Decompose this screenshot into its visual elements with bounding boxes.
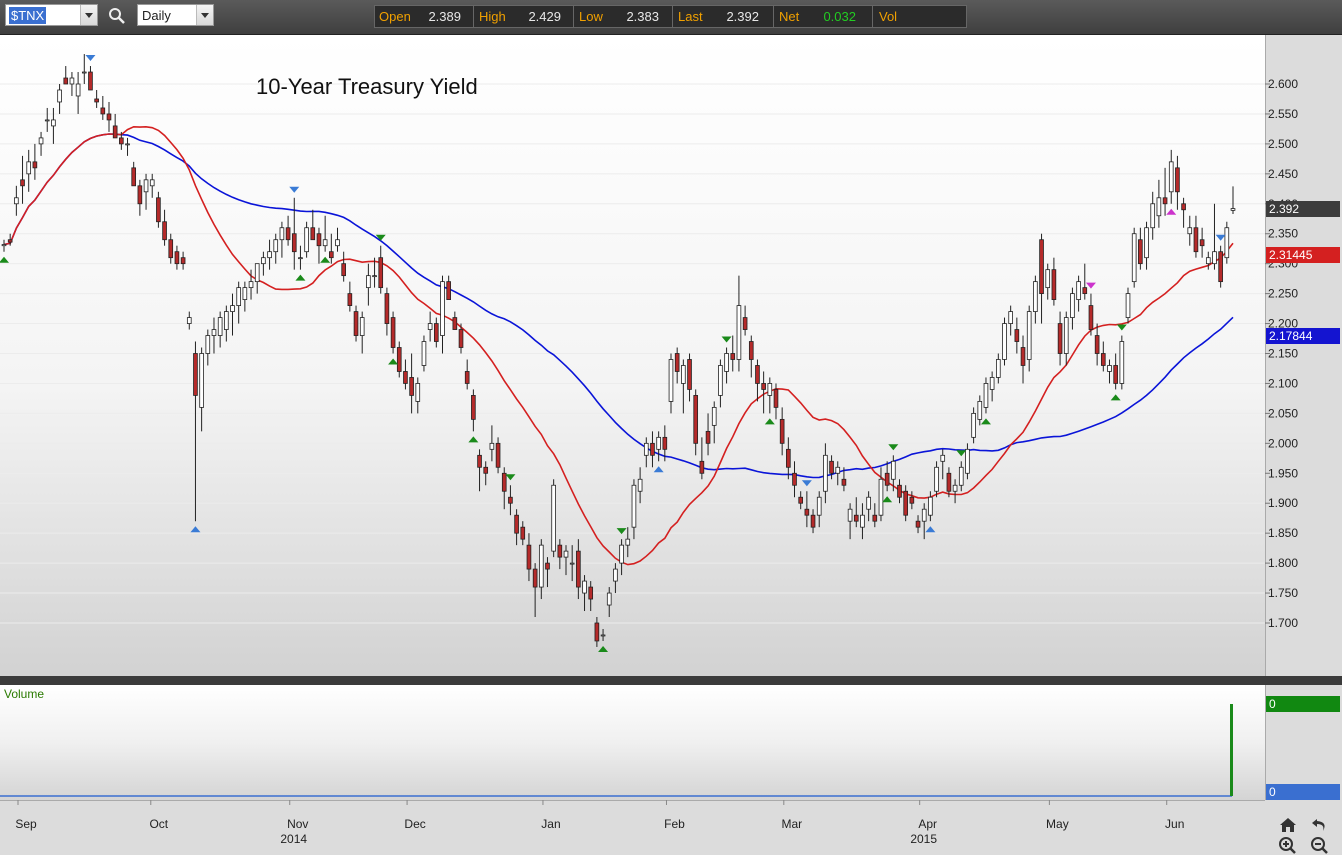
divider (872, 6, 873, 27)
low-value: 2.383 (626, 9, 659, 24)
volume-pane[interactable] (0, 685, 1265, 800)
chart-corner-controls (1265, 800, 1342, 855)
short-ma-tag: 2.31445 (1266, 247, 1340, 263)
interval-value[interactable]: Daily (142, 8, 171, 23)
volume-pane-label: Volume (4, 687, 45, 701)
open-value: 2.389 (428, 9, 461, 24)
net-label: Net (779, 9, 800, 24)
divider (473, 6, 474, 27)
home-icon[interactable] (1277, 815, 1299, 835)
interval-combobox[interactable]: Daily (137, 4, 214, 26)
undo-icon[interactable] (1309, 815, 1331, 835)
high-label: High (479, 9, 506, 24)
open-label: Open (379, 9, 411, 24)
toolbar: $TNX Daily Open 2.389 High 2.429 Low 2.3… (0, 0, 1342, 35)
divider (773, 6, 774, 27)
high-value: 2.429 (528, 9, 561, 24)
chevron-down-icon[interactable] (196, 5, 213, 25)
price-pane[interactable] (0, 35, 1265, 676)
symbol-value[interactable]: $TNX (9, 7, 47, 24)
low-label: Low (579, 9, 603, 24)
divider (573, 6, 574, 27)
vol-label: Vol (879, 9, 898, 24)
chevron-down-icon[interactable] (80, 5, 97, 25)
search-icon[interactable] (108, 7, 126, 25)
last-label: Last (678, 9, 703, 24)
long-ma-tag: 2.17844 (1266, 328, 1340, 344)
chart-title: 10-Year Treasury Yield (256, 74, 478, 99)
last-value: 2.392 (726, 9, 759, 24)
zoom-out-icon[interactable] (1309, 835, 1331, 855)
quote-bar: Open 2.389 High 2.429 Low 2.383 Last 2.3… (374, 5, 967, 28)
date-axis[interactable] (0, 800, 1265, 855)
zoom-in-icon[interactable] (1277, 835, 1299, 855)
volume-top-tag: 0 (1266, 696, 1340, 712)
symbol-combobox[interactable]: $TNX (5, 4, 98, 26)
volume-bottom-tag: 0 (1266, 784, 1340, 800)
pane-divider[interactable] (0, 676, 1342, 685)
divider (672, 6, 673, 27)
last-price-tag: 2.392 (1266, 201, 1340, 217)
price-axis[interactable] (1265, 35, 1342, 676)
net-value: 0.032 (823, 9, 856, 24)
